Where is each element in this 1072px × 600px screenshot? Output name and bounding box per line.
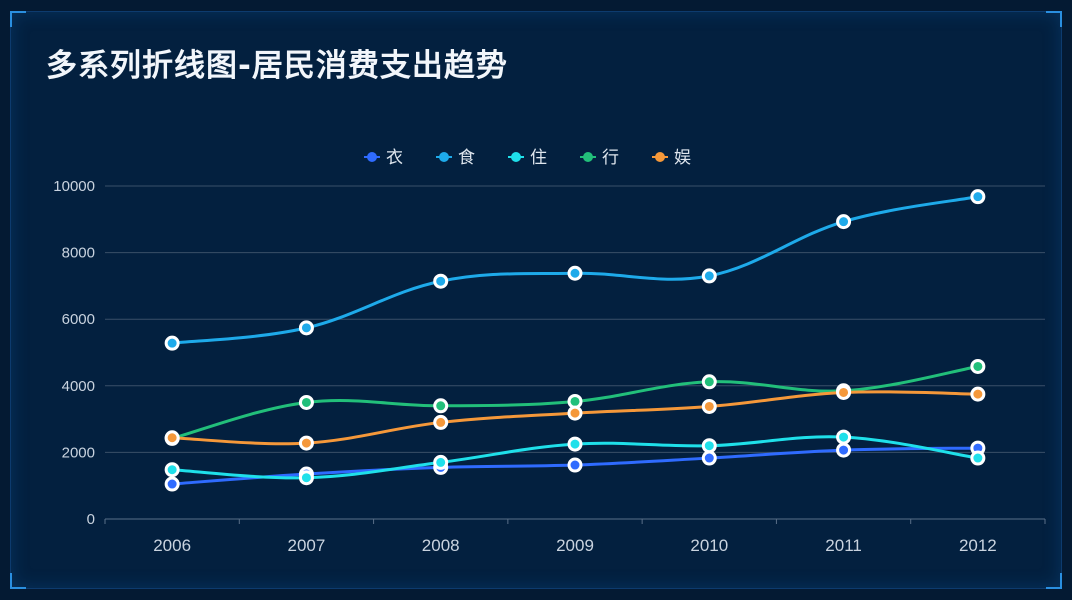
data-point[interactable]: [701, 374, 717, 390]
x-tick-label: 2008: [422, 536, 460, 555]
legend-dot-icon[interactable]: [655, 152, 665, 162]
data-point[interactable]: [701, 398, 717, 414]
data-point[interactable]: [567, 436, 583, 452]
data-point[interactable]: [567, 457, 583, 473]
panel-corner: [10, 11, 26, 27]
data-point[interactable]: [970, 189, 986, 205]
data-point[interactable]: [164, 335, 180, 351]
y-tick-label: 0: [87, 511, 95, 528]
data-point[interactable]: [701, 438, 717, 454]
y-tick-label: 4000: [62, 378, 95, 395]
chart-panel: [10, 11, 1062, 589]
data-point[interactable]: [298, 394, 314, 410]
data-point[interactable]: [970, 450, 986, 466]
legend-item-label[interactable]: 行: [602, 148, 619, 168]
legend-item-label[interactable]: 衣: [386, 148, 403, 168]
data-point[interactable]: [433, 273, 449, 289]
y-tick-label: 10000: [53, 178, 95, 195]
legend-dot-icon[interactable]: [583, 152, 593, 162]
panel-corner: [1046, 11, 1062, 27]
x-tick-label: 2006: [153, 536, 191, 555]
chart-title: 多系列折线图-居民消费支出趋势: [46, 48, 508, 84]
y-tick-label: 6000: [62, 311, 95, 328]
x-tick-label: 2009: [556, 536, 594, 555]
data-point[interactable]: [970, 386, 986, 402]
data-point[interactable]: [298, 470, 314, 486]
data-point[interactable]: [298, 320, 314, 336]
data-point[interactable]: [567, 265, 583, 281]
data-point[interactable]: [701, 268, 717, 284]
data-point[interactable]: [701, 450, 717, 466]
data-point[interactable]: [567, 405, 583, 421]
data-point[interactable]: [836, 214, 852, 230]
legend-dot-icon[interactable]: [367, 152, 377, 162]
data-point[interactable]: [164, 462, 180, 478]
x-tick-label: 2012: [959, 536, 997, 555]
legend-dot-icon[interactable]: [439, 152, 449, 162]
data-point[interactable]: [836, 442, 852, 458]
legend-item-label[interactable]: 食: [458, 148, 475, 168]
data-point[interactable]: [164, 430, 180, 446]
x-tick-label: 2011: [825, 536, 862, 555]
x-tick-label: 2010: [690, 536, 728, 555]
x-tick-label: 2007: [288, 536, 326, 555]
legend-dot-icon[interactable]: [511, 152, 521, 162]
data-point[interactable]: [298, 435, 314, 451]
data-point[interactable]: [433, 414, 449, 430]
data-point[interactable]: [970, 358, 986, 374]
y-tick-label: 2000: [62, 444, 95, 461]
data-point[interactable]: [433, 454, 449, 470]
data-point[interactable]: [836, 384, 852, 400]
data-point[interactable]: [164, 476, 180, 492]
legend-item-label[interactable]: 娱: [674, 148, 691, 168]
data-point[interactable]: [433, 398, 449, 414]
panel-corner: [1046, 573, 1062, 589]
panel-corner: [10, 573, 26, 589]
y-tick-label: 8000: [62, 245, 95, 262]
legend-item-label[interactable]: 住: [530, 148, 547, 168]
data-point[interactable]: [836, 429, 852, 445]
